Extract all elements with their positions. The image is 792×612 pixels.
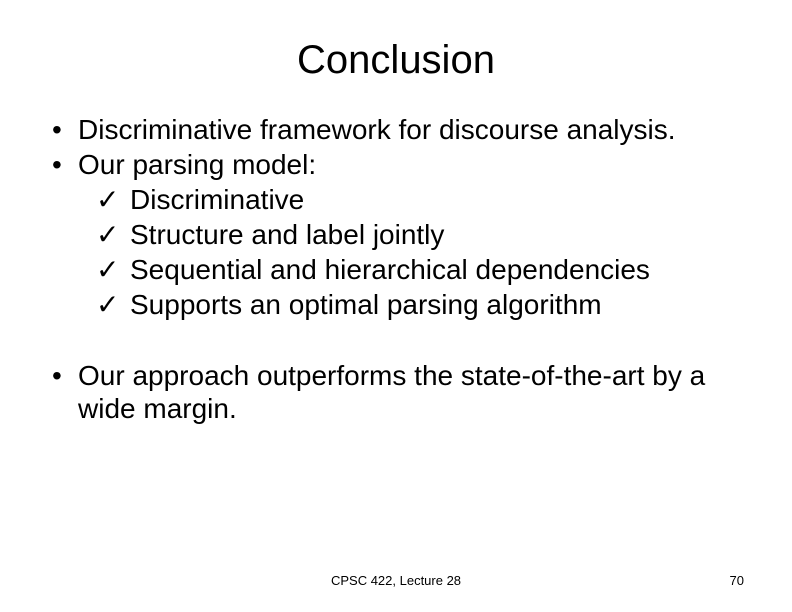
check-icon: ✓ <box>96 183 130 216</box>
slide-title: Conclusion <box>0 0 792 113</box>
sub-text: Structure and label jointly <box>130 218 752 251</box>
slide-number: 70 <box>730 573 744 588</box>
bullet-text: Our approach outperforms the state-of-th… <box>78 359 752 425</box>
sub-item: ✓ Supports an optimal parsing algorithm <box>96 288 752 321</box>
sub-item: ✓ Sequential and hierarchical dependenci… <box>96 253 752 286</box>
bullet-marker: • <box>48 359 78 392</box>
sub-text: Sequential and hierarchical dependencies <box>130 253 752 286</box>
bullet-marker: • <box>48 113 78 146</box>
check-icon: ✓ <box>96 288 130 321</box>
sub-text: Supports an optimal parsing algorithm <box>130 288 752 321</box>
bullet-text: Discriminative framework for discourse a… <box>78 113 752 146</box>
spacer <box>48 323 752 359</box>
sub-list: ✓ Discriminative ✓ Structure and label j… <box>48 183 752 321</box>
check-icon: ✓ <box>96 253 130 286</box>
slide-content: • Discriminative framework for discourse… <box>0 113 792 425</box>
bullet-item: • Our approach outperforms the state-of-… <box>48 359 752 425</box>
sub-item: ✓ Discriminative <box>96 183 752 216</box>
sub-item: ✓ Structure and label jointly <box>96 218 752 251</box>
bullet-marker: • <box>48 148 78 181</box>
check-icon: ✓ <box>96 218 130 251</box>
bullet-item: • Our parsing model: <box>48 148 752 181</box>
footer-course-label: CPSC 422, Lecture 28 <box>331 573 461 588</box>
bullet-text: Our parsing model: <box>78 148 752 181</box>
bullet-item: • Discriminative framework for discourse… <box>48 113 752 146</box>
sub-text: Discriminative <box>130 183 752 216</box>
